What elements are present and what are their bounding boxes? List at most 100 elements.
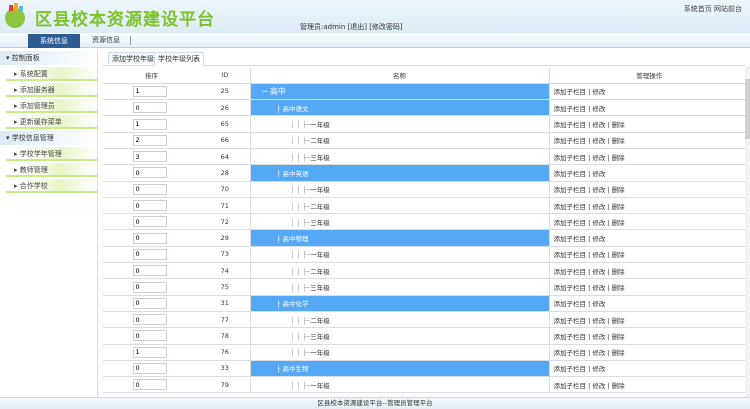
sidebar-group[interactable]: ▾ 学校信息管理 [0,131,97,145]
order-input[interactable] [132,297,167,309]
sidebar-item[interactable]: ▸ 更新缓存菜单 [6,115,97,129]
order-input[interactable] [132,85,167,97]
row-name: │ │ ├─三年级 [250,278,549,296]
row-id: 73 [200,246,251,264]
row-id: 70 [200,181,251,198]
caret-right-icon: ▸ [14,150,20,158]
caret-right-icon: ▸ [14,182,20,190]
sidebar-item[interactable]: ▸ 系统配置 [6,67,97,81]
tab-add-grade[interactable]: 添加学校年级 [108,52,158,66]
order-input[interactable] [132,248,167,260]
row-actions[interactable]: 添加子栏目 | 修改 [548,295,745,312]
row-actions[interactable]: 添加子栏目 | 修改 | 删除 [548,148,745,166]
tree-line: │ │ ├─ [290,316,311,325]
row-name: ├ 高中英语 [250,164,549,182]
row-id: 65 [200,115,251,133]
row-actions[interactable]: 添加子栏目 | 修改 | 删除 [548,132,745,149]
caret-right-icon: ▸ [14,166,20,174]
name-text: 一年级 [310,186,330,195]
order-input[interactable] [132,118,167,130]
caret-down-icon: ▾ [6,134,12,142]
row-name: │ │ ├─一年级 [250,115,549,133]
tab-grade-list[interactable]: 学校年级列表 [154,52,204,66]
name-text: 三年级 [310,332,330,341]
col-id: ID [200,67,251,84]
row-name: ├ 高中化学 [250,295,549,312]
user-info[interactable]: 管理员:admin [退出] [修改密码] [300,23,403,31]
tree-line: │ │ ├─ [290,251,311,260]
row-name: │ │ ├─二年级 [250,197,549,215]
row-actions[interactable]: 添加子栏目 | 修改 [548,83,745,101]
row-actions[interactable]: 添加子栏目 | 修改 | 删除 [548,197,745,215]
name-text: 三年级 [310,284,330,292]
row-actions[interactable]: 添加子栏目 | 修改 | 删除 [548,246,745,264]
order-input[interactable] [132,232,167,244]
scrollbar[interactable] [745,67,750,397]
order-input[interactable] [132,265,167,277]
order-input[interactable] [132,102,167,114]
row-actions[interactable]: 添加子栏目 | 修改 [548,164,745,182]
logo-icon [5,3,25,28]
row-name: ├ 高中生物 [250,360,549,378]
header: 区县校本资源建设平台 系统首页 网站前台 管理员:admin [退出] [修改密… [0,0,750,33]
name-text: 高中 [269,86,286,96]
row-actions[interactable]: 添加子栏目 | 修改 | 删除 [548,213,745,231]
row-name: │ │ ├─二年级 [250,132,549,149]
sidebar-group[interactable]: ▾ 控制面板 [0,51,97,65]
tree-line: ├ [276,365,283,374]
sidebar-item[interactable]: ▸ 合作学校 [6,179,97,193]
tree-line: │ │ ├─ [290,381,311,390]
row-actions[interactable]: 添加子栏目 | 修改 | 删除 [548,115,745,133]
order-input[interactable] [132,183,167,195]
nav-tab-system-info[interactable]: 系统信息 [28,34,80,48]
order-input[interactable] [132,200,167,212]
row-actions[interactable]: 添加子栏目 | 修改 | 删除 [548,311,745,329]
row-actions[interactable]: 添加子栏目 | 修改 [548,99,745,117]
order-input[interactable] [132,346,167,358]
scrollbar-thumb[interactable] [745,79,750,139]
order-input[interactable] [132,134,167,146]
sidebar-item[interactable]: ▸ 添加管理员 [6,99,97,113]
row-id: 74 [200,262,251,280]
sidebar-item-label: 系统配置 [19,70,48,78]
row-actions[interactable]: 添加子栏目 | 修改 [548,360,745,378]
row-actions[interactable]: 添加子栏目 | 修改 | 删除 [548,262,745,280]
tree-line: │ │ ├─ [290,332,311,341]
sidebar-item[interactable]: ▸ 添加服务器 [6,83,97,97]
row-actions[interactable]: 添加子栏目 | 修改 | 删除 [548,327,745,345]
tree-line: │ │ ├─ [290,137,311,146]
sidebar-item[interactable]: ▸ 学校学年管理 [6,147,97,161]
order-input[interactable] [132,151,167,163]
order-input[interactable] [132,330,167,342]
main-nav: 系统信息 资源信息 [0,33,750,48]
tree-line: │ │ ├─ [290,284,311,292]
row-id: 25 [200,83,251,101]
order-input[interactable] [132,281,167,293]
row-id: 77 [200,311,251,329]
content-tabs: 添加学校年级 学校年级列表 [103,50,745,66]
order-input[interactable] [132,314,167,326]
top-links[interactable]: 系统首页 网站前台 [683,5,742,13]
row-name: │ │ ├─三年级 [250,148,549,166]
row-name: ├ 高中物理 [250,229,549,247]
sidebar-item[interactable]: ▸ 教师管理 [6,163,97,177]
row-actions[interactable]: 添加子栏目 | 修改 | 删除 [548,278,745,296]
row-actions[interactable]: 添加子栏目 | 修改 | 删除 [548,376,745,394]
row-actions[interactable]: 添加子栏目 | 修改 | 删除 [548,181,745,198]
order-input[interactable] [132,167,167,179]
order-input[interactable] [132,362,167,374]
nav-tab-resource-info[interactable]: 资源信息 [82,36,131,45]
order-input[interactable] [132,216,167,228]
order-input[interactable] [132,379,167,391]
row-actions[interactable]: 添加子栏目 | 修改 [548,229,745,247]
row-actions[interactable]: 添加子栏目 | 修改 | 删除 [548,344,745,361]
col-name: 名称 [250,67,549,84]
